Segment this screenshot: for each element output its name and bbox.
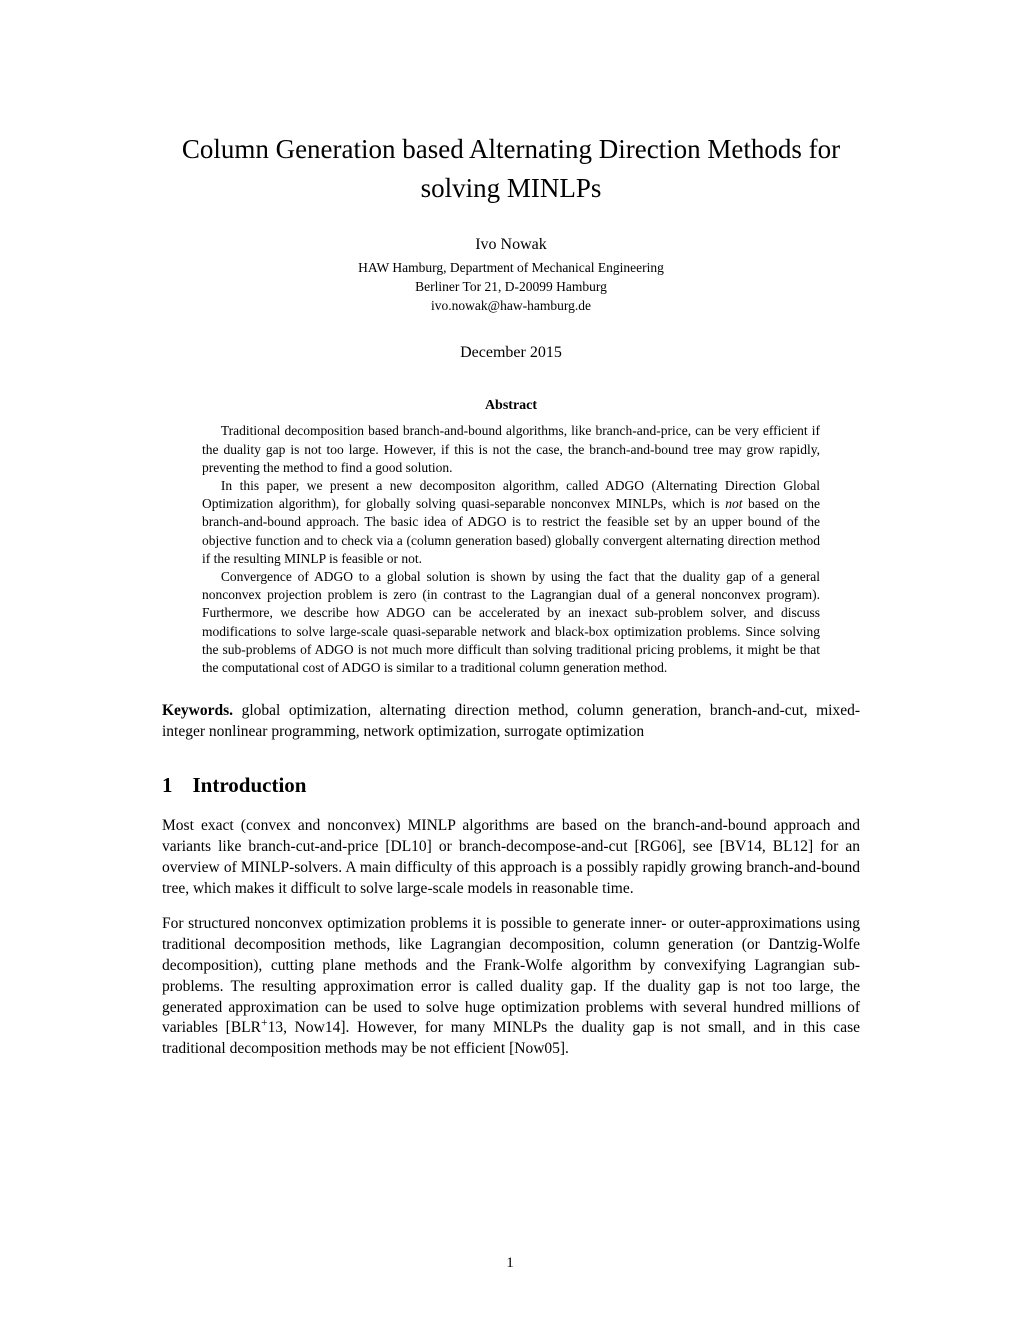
publication-date: December 2015 bbox=[162, 344, 860, 362]
page-content: Column Generation based Alternating Dire… bbox=[0, 0, 1020, 1134]
keywords-text: global optimization, alternating directi… bbox=[162, 702, 860, 740]
author-name: Ivo Nowak bbox=[162, 236, 860, 254]
abstract-heading: Abstract bbox=[162, 398, 860, 414]
address: Berliner Tor 21, D-20099 Hamburg bbox=[162, 279, 860, 295]
section-1-heading: 1 Introduction bbox=[162, 773, 860, 798]
abstract-p2-italic: not bbox=[725, 496, 742, 511]
keywords-block: Keywords. global optimization, alternati… bbox=[162, 701, 860, 743]
abstract-paragraph-1: Traditional decomposition based branch-a… bbox=[202, 422, 820, 477]
author-email: ivo.nowak@haw-hamburg.de bbox=[162, 298, 860, 314]
intro-paragraph-1: Most exact (convex and nonconvex) MINLP … bbox=[162, 816, 860, 900]
section-1-number: 1 bbox=[162, 773, 173, 798]
section-1-title: Introduction bbox=[193, 773, 307, 797]
paper-title: Column Generation based Alternating Dire… bbox=[162, 130, 860, 208]
abstract-paragraph-2: In this paper, we present a new decompos… bbox=[202, 477, 820, 568]
keywords-label: Keywords. bbox=[162, 702, 233, 719]
abstract-body: Traditional decomposition based branch-a… bbox=[202, 422, 820, 677]
abstract-paragraph-3: Convergence of ADGO to a global solution… bbox=[202, 568, 820, 677]
page-number: 1 bbox=[0, 1255, 1020, 1272]
intro-p2-b: 13, Now14]. However, for many MINLPs the… bbox=[162, 1019, 860, 1057]
affiliation: HAW Hamburg, Department of Mechanical En… bbox=[162, 260, 860, 276]
intro-paragraph-2: For structured nonconvex optimization pr… bbox=[162, 914, 860, 1060]
